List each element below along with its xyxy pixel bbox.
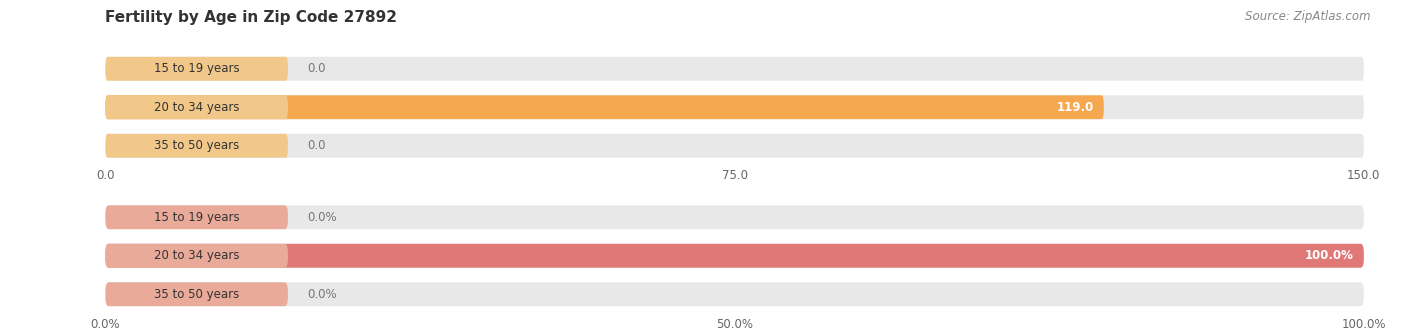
Text: 20 to 34 years: 20 to 34 years	[153, 249, 239, 262]
Text: 0.0: 0.0	[307, 62, 325, 75]
FancyBboxPatch shape	[105, 205, 1364, 229]
Text: 100.0%: 100.0%	[1305, 249, 1354, 262]
FancyBboxPatch shape	[105, 95, 1104, 119]
FancyBboxPatch shape	[105, 282, 288, 306]
FancyBboxPatch shape	[105, 134, 1364, 158]
Text: Source: ZipAtlas.com: Source: ZipAtlas.com	[1246, 10, 1371, 23]
Text: 35 to 50 years: 35 to 50 years	[155, 288, 239, 301]
FancyBboxPatch shape	[105, 57, 1364, 81]
FancyBboxPatch shape	[105, 57, 288, 81]
FancyBboxPatch shape	[105, 95, 1364, 119]
Text: Fertility by Age in Zip Code 27892: Fertility by Age in Zip Code 27892	[105, 10, 398, 25]
Text: 119.0: 119.0	[1056, 101, 1094, 114]
Text: 0.0%: 0.0%	[307, 211, 336, 224]
FancyBboxPatch shape	[105, 244, 288, 268]
Text: 35 to 50 years: 35 to 50 years	[155, 139, 239, 152]
Text: 20 to 34 years: 20 to 34 years	[153, 101, 239, 114]
FancyBboxPatch shape	[105, 95, 288, 119]
FancyBboxPatch shape	[105, 282, 1364, 306]
Text: 0.0: 0.0	[307, 139, 325, 152]
Text: 0.0%: 0.0%	[307, 288, 336, 301]
Text: 15 to 19 years: 15 to 19 years	[153, 211, 239, 224]
FancyBboxPatch shape	[105, 244, 1364, 268]
FancyBboxPatch shape	[105, 244, 1364, 268]
Text: 15 to 19 years: 15 to 19 years	[153, 62, 239, 75]
FancyBboxPatch shape	[105, 134, 288, 158]
FancyBboxPatch shape	[105, 205, 288, 229]
